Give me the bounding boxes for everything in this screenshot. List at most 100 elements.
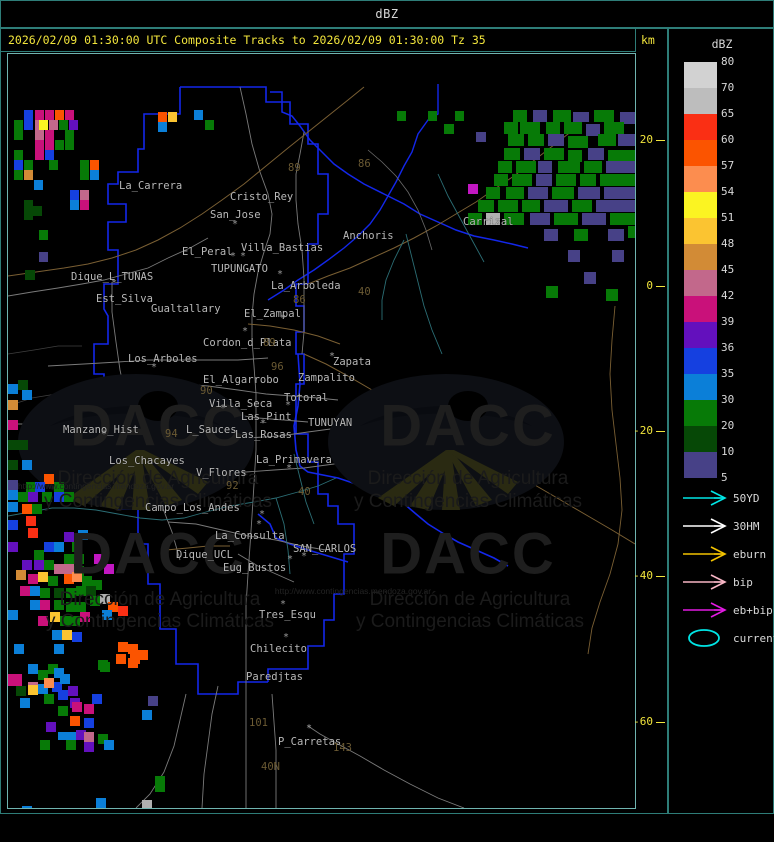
radar-cell <box>548 134 564 146</box>
track-legend-row[interactable]: eburn <box>681 540 774 568</box>
radar-reflectivity-layer <box>8 54 635 808</box>
colorbar-tick-label: 5 <box>721 471 728 484</box>
radar-cell <box>468 213 482 225</box>
radar-cell <box>478 200 494 212</box>
track-legend-label: current <box>733 631 774 645</box>
radar-cell <box>54 564 64 574</box>
radar-cell <box>18 380 28 390</box>
y-axis-tick <box>656 140 665 141</box>
radar-cell <box>508 134 524 146</box>
radar-cell <box>158 122 167 132</box>
radar-cell <box>580 174 596 186</box>
radar-cell <box>100 662 110 672</box>
colorbar-swatch <box>684 140 717 166</box>
km-unit-top-label: km <box>641 33 655 47</box>
radar-cell <box>80 170 89 180</box>
radar-cell <box>102 610 112 620</box>
radar-cell <box>65 110 74 120</box>
track-legend-row[interactable]: eb+bip <box>681 596 774 624</box>
radar-cell <box>533 110 547 122</box>
colorbar-tick-label: 20 <box>721 419 735 432</box>
radar-cell <box>76 586 86 596</box>
track-legend-label: eburn <box>733 547 767 561</box>
radar-cell <box>568 250 580 262</box>
radar-cell <box>35 140 44 150</box>
radar-cell <box>572 200 592 212</box>
radar-cell <box>20 698 30 708</box>
radar-cell <box>54 542 64 552</box>
colorbar-tick-label: 30 <box>721 393 735 406</box>
arrow-right-icon <box>683 490 727 506</box>
radar-cell <box>52 682 62 692</box>
radar-cell <box>49 120 58 130</box>
radar-cell <box>100 594 110 604</box>
radar-cell <box>205 120 214 130</box>
radar-cell <box>596 200 635 212</box>
radar-cell <box>444 124 454 134</box>
colorbar-swatch <box>684 244 717 270</box>
radar-cell <box>65 140 74 150</box>
radar-cell <box>506 187 524 199</box>
radar-cell <box>55 110 64 120</box>
colorbar-swatch <box>684 348 717 374</box>
track-legend-row[interactable]: 50YD <box>681 484 774 512</box>
colorbar-tick-label: 10 <box>721 445 735 458</box>
radar-cell <box>573 112 589 122</box>
radar-cell <box>22 460 32 470</box>
info-line-text: 2026/02/09 01:30:00 UTC Composite Tracks… <box>8 33 486 47</box>
colorbar-tick-label: 39 <box>721 315 735 328</box>
radar-cell <box>604 187 635 199</box>
track-legend-row[interactable]: 30HM <box>681 512 774 540</box>
radar-cell <box>554 213 578 225</box>
radar-cell <box>55 140 64 150</box>
radar-cell <box>524 148 540 160</box>
radar-cell <box>118 606 128 616</box>
radar-cell <box>142 800 152 808</box>
y-axis-tick-label: -60 <box>633 715 653 728</box>
radar-cell <box>148 696 158 706</box>
radar-cell <box>18 492 28 502</box>
radar-cell <box>26 516 36 526</box>
radar-cell <box>72 572 82 582</box>
radar-cell <box>22 504 32 514</box>
radar-cell <box>38 670 48 680</box>
radar-cell <box>522 200 540 212</box>
track-legend-row[interactable]: bip <box>681 568 774 596</box>
y-axis-tick <box>656 576 665 577</box>
track-legend-row[interactable]: current <box>681 624 774 652</box>
radar-display[interactable]: DACC Dirección de Agricultura y Contingenc… <box>7 53 636 809</box>
radar-cell <box>568 150 582 162</box>
radar-cell <box>59 120 68 130</box>
radar-cell <box>128 644 138 654</box>
radar-cell <box>594 110 614 122</box>
radar-cell <box>612 250 624 262</box>
radar-cell <box>28 574 38 584</box>
radar-cell <box>544 200 568 212</box>
y-axis: 20 0 -20 -40 -60 <box>633 53 668 811</box>
dbz-colorbar[interactable] <box>684 62 717 478</box>
radar-cell <box>8 610 18 620</box>
y-axis-tick <box>656 286 665 287</box>
radar-cell <box>604 122 624 134</box>
radar-cell <box>558 161 580 173</box>
arrow-right-icon <box>683 518 727 534</box>
radar-cell <box>40 740 50 750</box>
radar-cell <box>28 664 38 674</box>
radar-cell <box>86 586 96 596</box>
colorbar-tick-label: 65 <box>721 107 735 120</box>
radar-cell <box>14 160 23 170</box>
radar-cell <box>66 602 76 612</box>
radar-cell <box>538 161 552 173</box>
colorbar-swatch <box>684 322 717 348</box>
radar-cell <box>30 600 40 610</box>
radar-cell <box>40 600 50 610</box>
radar-cell <box>546 122 560 134</box>
radar-cell <box>24 160 33 170</box>
y-axis-tick-label: 20 <box>639 133 653 146</box>
radar-cell <box>33 206 42 216</box>
radar-cell <box>44 542 54 552</box>
arrow-right-icon <box>683 574 727 590</box>
radar-cell <box>90 160 99 170</box>
colorbar-tick-label: 51 <box>721 211 735 224</box>
radar-cell <box>80 612 90 622</box>
